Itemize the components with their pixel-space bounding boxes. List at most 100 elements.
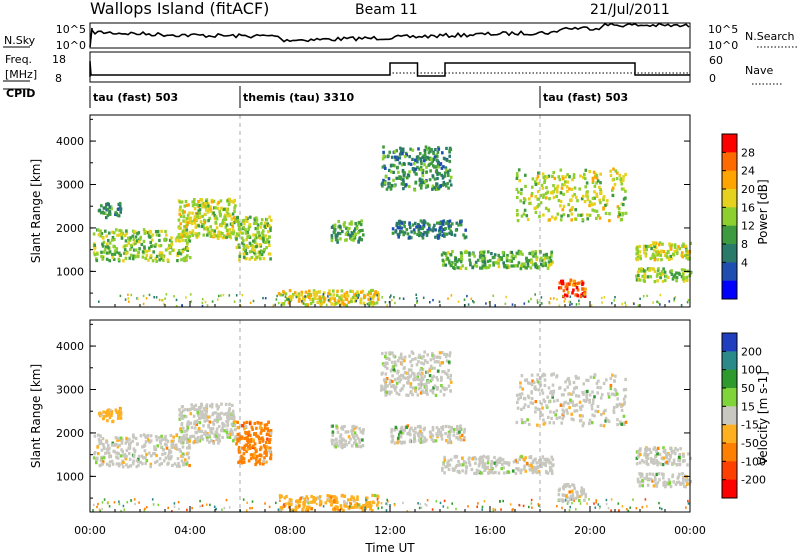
- velocity-echo-cell: [474, 461, 477, 465]
- power-echo-cell: [680, 275, 684, 279]
- velocity-echo-cell: [461, 469, 464, 473]
- power-echo-cell: [123, 234, 127, 238]
- velocity-echo-cell: [530, 397, 534, 401]
- velocity-echo-cell: [609, 383, 613, 388]
- power-echo-cell: [567, 214, 570, 218]
- velocity-echo-cell: [555, 409, 559, 413]
- power-echo-cell: [426, 155, 429, 159]
- velocity-echo-cell: [592, 375, 596, 379]
- power-echo-cell: [551, 191, 555, 195]
- power-echo-cell: [339, 225, 342, 229]
- velocity-echo-cell: [531, 459, 535, 463]
- velocity-echo-cell: [483, 468, 486, 472]
- velocity-nearrange-cell: [425, 504, 428, 507]
- power-echo-cell: [209, 207, 213, 211]
- velocity-echo-cell: [649, 477, 653, 481]
- velocity-echo-cell: [431, 352, 434, 356]
- power-echo-cell: [480, 266, 484, 270]
- velocity-echo-cell: [591, 401, 595, 405]
- power-echo-cell: [203, 221, 207, 225]
- power-echo-cell: [667, 275, 670, 279]
- velocity-echo-cell: [422, 354, 425, 358]
- power-echo-cell: [354, 222, 357, 226]
- power-echo-cell: [389, 170, 393, 174]
- power-echo-cell: [142, 228, 146, 232]
- velocity-echo-cell: [576, 493, 579, 497]
- velocity-echo-cell: [180, 459, 184, 463]
- power-nearrange-cell: [614, 296, 616, 299]
- velocity-echo-cell: [651, 472, 655, 476]
- velocity-echo-cell: [398, 380, 401, 384]
- velocity-echo-cell: [559, 403, 563, 407]
- velocity-echo-cell: [304, 508, 308, 512]
- power-echo-cell: [562, 192, 565, 196]
- velocity-echo-cell: [407, 393, 410, 397]
- velocity-echo-cell: [652, 458, 656, 462]
- power-nearrange-cell: [275, 298, 278, 301]
- power-echo-cell: [384, 175, 388, 179]
- velocity-echo-cell: [439, 389, 443, 393]
- velocity-echo-cell: [548, 400, 551, 404]
- velocity-echo-cell: [480, 455, 484, 460]
- power-echo-cell: [350, 297, 353, 301]
- velocity-echo-cell: [146, 438, 150, 442]
- velocity-echo-cell: [478, 458, 481, 462]
- velocity-echo-cell: [420, 356, 424, 360]
- power-echo-cell: [396, 157, 400, 161]
- velocity-echo-cell: [560, 393, 564, 397]
- power-echo-cell: [562, 289, 566, 293]
- power-echo-cell: [227, 202, 231, 206]
- xaxis-tick-label: 00:00: [674, 524, 706, 537]
- power-echo-cell: [108, 210, 112, 215]
- power-echo-cell: [106, 208, 110, 212]
- velocity-echo-cell: [405, 393, 408, 397]
- velocity-echo-cell: [225, 428, 229, 432]
- velocity-echo-cell: [523, 403, 527, 407]
- velocity-echo-cell: [622, 397, 626, 401]
- velocity-nearrange-cell: [96, 505, 98, 509]
- velocity-echo-cell: [99, 434, 102, 438]
- velocity-nearrange-cell: [483, 500, 486, 503]
- power-echo-cell: [330, 234, 334, 238]
- velocity-echo-cell: [115, 410, 119, 414]
- power-echo-cell: [359, 301, 362, 305]
- velocity-nearrange-cell: [167, 506, 169, 510]
- power-echo-cell: [563, 183, 566, 187]
- power-echo-cell: [568, 209, 572, 213]
- power-echo-cell: [640, 269, 643, 273]
- velocity-echo-cell: [438, 356, 442, 360]
- power-echo-cell: [421, 168, 425, 172]
- power-echo-cell: [595, 192, 598, 196]
- power-echo-cell: [147, 258, 150, 262]
- velocity-ylabel: Slant Range [km]: [29, 364, 43, 468]
- power-echo-cell: [333, 302, 336, 306]
- velocity-echo-cell: [249, 453, 253, 457]
- power-echo-cell: [101, 242, 104, 246]
- velocity-echo-cell: [447, 467, 451, 472]
- velocity-echo-cell: [97, 433, 100, 437]
- velocity-echo-cell: [540, 464, 543, 468]
- power-echo-cell: [465, 250, 469, 254]
- power-echo-cell: [318, 290, 321, 294]
- velocity-echo-cell: [165, 446, 169, 450]
- power-echo-cell: [599, 181, 602, 185]
- power-echo-cell: [343, 224, 346, 228]
- power-echo-cell: [373, 292, 377, 296]
- power-echo-cell: [429, 149, 432, 153]
- velocity-echo-cell: [665, 483, 668, 487]
- velocity-echo-cell: [434, 393, 438, 397]
- power-echo-cell: [520, 188, 523, 192]
- velocity-echo-cell: [393, 441, 397, 445]
- power-echo-cell: [521, 252, 524, 256]
- velocity-echo-cell: [108, 447, 111, 451]
- velocity-echo-cell: [423, 436, 426, 440]
- velocity-echo-cell: [227, 408, 231, 413]
- velocity-echo-cell: [178, 408, 181, 412]
- velocity-echo-cell: [551, 395, 554, 399]
- velocity-echo-cell: [163, 442, 167, 446]
- noise-right-tick-top: 10^5: [708, 23, 738, 36]
- velocity-echo-cell: [394, 425, 398, 429]
- power-echo-cell: [457, 258, 461, 262]
- power-echo-cell: [530, 194, 533, 198]
- velocity-echo-cell: [253, 452, 257, 456]
